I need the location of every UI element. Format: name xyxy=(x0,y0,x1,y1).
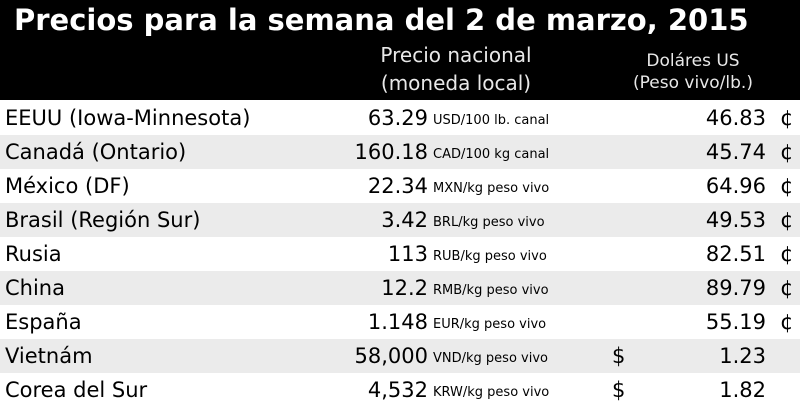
currency-suffix: ¢ xyxy=(780,140,793,164)
price: 63.29 xyxy=(368,106,428,130)
price: 22.34 xyxy=(368,174,428,198)
price: 12.2 xyxy=(381,276,428,300)
unit: CAD/100 kg canal xyxy=(433,147,549,162)
row-bg xyxy=(0,135,800,169)
column-header: (moneda local) xyxy=(381,71,531,95)
title: Precios para la semana del 2 de marzo, 2… xyxy=(14,3,749,37)
column-header: Precio nacional xyxy=(380,43,531,67)
currency-suffix: ¢ xyxy=(780,174,793,198)
row-bg xyxy=(0,101,800,135)
currency-suffix: ¢ xyxy=(780,242,793,266)
usd-price: 49.53 xyxy=(706,208,766,232)
currency-suffix: ¢ xyxy=(780,310,793,334)
currency-suffix: ¢ xyxy=(780,276,793,300)
country: EEUU (Iowa-Minnesota) xyxy=(5,106,250,130)
currency-suffix: ¢ xyxy=(780,106,793,130)
unit: EUR/kg peso vivo xyxy=(433,317,546,332)
row-bg xyxy=(0,237,800,271)
price: 3.42 xyxy=(381,208,428,232)
usd-price: 1.23 xyxy=(719,344,766,368)
header-bg xyxy=(0,0,800,100)
unit: RMB/kg peso vivo xyxy=(433,283,549,298)
country: China xyxy=(5,276,65,300)
row-bg xyxy=(0,271,800,305)
price: 160.18 xyxy=(355,140,428,164)
price: 58,000 xyxy=(355,344,428,368)
unit: VND/kg peso vivo xyxy=(433,351,548,366)
usd-price: 46.83 xyxy=(706,106,766,130)
usd-price: 55.19 xyxy=(706,310,766,334)
currency-prefix: $ xyxy=(612,344,625,368)
usd-price: 1.82 xyxy=(719,378,766,402)
row-bg xyxy=(0,305,800,339)
price: 4,532 xyxy=(368,378,428,402)
country: Corea del Sur xyxy=(5,378,148,402)
row-bg xyxy=(0,203,800,237)
country: México (DF) xyxy=(5,174,130,198)
country: España xyxy=(5,310,82,334)
price: 113 xyxy=(388,242,428,266)
unit: MXN/kg peso vivo xyxy=(433,181,549,196)
usd-price: 89.79 xyxy=(706,276,766,300)
unit: RUB/kg peso vivo xyxy=(433,249,547,264)
row-bg xyxy=(0,339,800,373)
column-header: (Peso vivo/lb.) xyxy=(633,73,753,93)
usd-price: 82.51 xyxy=(706,242,766,266)
usd-price: 45.74 xyxy=(706,140,766,164)
unit: BRL/kg peso vivo xyxy=(433,215,545,230)
currency-suffix: ¢ xyxy=(780,208,793,232)
price: 1.148 xyxy=(368,310,428,334)
unit: USD/100 lb. canal xyxy=(433,113,549,128)
unit: KRW/kg peso vivo xyxy=(433,385,549,400)
country: Canadá (Ontario) xyxy=(5,140,186,164)
country: Vietnám xyxy=(5,344,93,368)
country: Brasil (Región Sur) xyxy=(5,208,200,232)
usd-price: 64.96 xyxy=(706,174,766,198)
row-bg xyxy=(0,169,800,203)
country: Rusia xyxy=(5,242,62,266)
column-header: Doláres US xyxy=(646,51,739,71)
currency-prefix: $ xyxy=(612,378,625,402)
row-bg xyxy=(0,373,800,407)
